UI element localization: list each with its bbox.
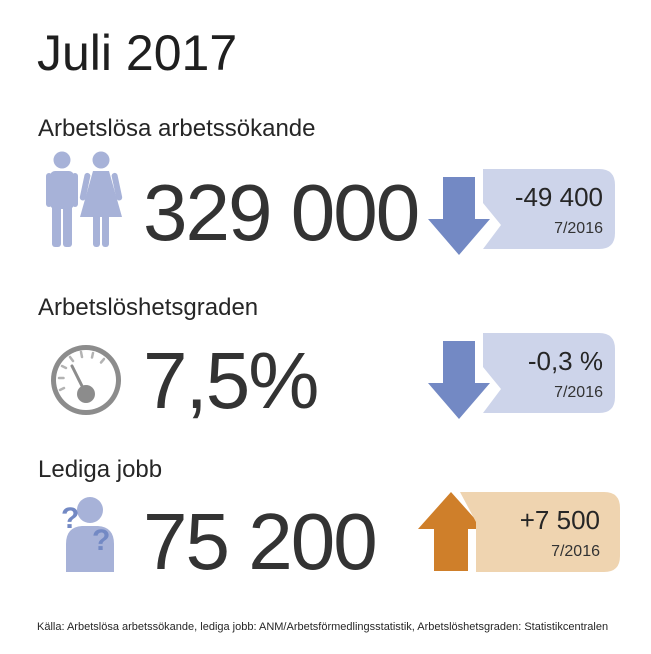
vacant-jobs-label: Lediga jobb <box>38 456 163 483</box>
change-box-shape <box>460 492 620 572</box>
question-person-icon: ? ? <box>61 497 114 572</box>
change-box-shape <box>483 169 615 249</box>
arrow-down-icon <box>428 341 490 419</box>
unemployed-label: Arbetslösa arbetssökande <box>38 115 316 142</box>
unemployment-rate-change-box: -0,3 % 7/2016 <box>461 333 629 413</box>
change-box-shape <box>483 333 615 413</box>
unemployed-reference: 7/2016 <box>554 220 603 237</box>
svg-text:?: ? <box>92 524 110 557</box>
gauge-icon <box>51 345 121 415</box>
svg-text:?: ? <box>61 502 79 535</box>
unemployed-change: -49 400 <box>514 182 603 212</box>
vacant-jobs-value: 75 200 <box>143 497 378 586</box>
source-note: Källa: Arbetslösa arbetssökande, lediga … <box>37 621 609 633</box>
vacant-jobs-change-box: +7 500 7/2016 <box>452 492 620 572</box>
vacant-jobs-reference: 7/2016 <box>551 543 600 560</box>
arrow-down-icon <box>428 177 490 255</box>
people-icon <box>46 151 123 247</box>
vacant-jobs-change: +7 500 <box>519 505 600 535</box>
unemployment-rate-reference: 7/2016 <box>554 384 603 401</box>
unemployment-rate-label: Arbetslöshetsgraden <box>38 294 259 321</box>
arrow-up-icon <box>418 492 484 571</box>
unemployment-rate-change: -0,3 % <box>527 346 603 376</box>
page-title: Juli 2017 <box>37 25 238 81</box>
unemployed-change-box: -49 400 7/2016 <box>461 169 629 249</box>
unemployment-rate-value: 7,5% <box>143 336 319 425</box>
unemployed-value: 329 000 <box>143 168 420 257</box>
